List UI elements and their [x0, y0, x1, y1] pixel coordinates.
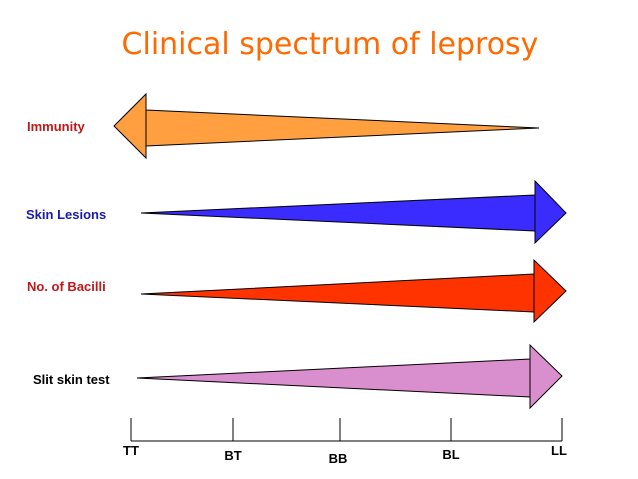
row-label-bacilli: No. of Bacilli — [27, 279, 106, 294]
row-label-skin-lesions: Skin Lesions — [26, 207, 106, 222]
scale-label-ll: LL — [551, 443, 567, 458]
immunity-arrow — [113, 92, 540, 160]
skin-lesions-arrow — [140, 179, 567, 245]
row-label-slit-skin-test: Slit skin test — [33, 372, 110, 387]
row-label-immunity: Immunity — [27, 119, 86, 134]
bacilli-arrow — [140, 258, 567, 324]
diagram-title: Clinical spectrum of leprosy — [122, 27, 539, 62]
scale-label-bb: BB — [329, 451, 348, 466]
scale-label-tt: TT — [123, 443, 139, 458]
scale-label-bl: BL — [442, 447, 459, 462]
slit-skin-test-arrow — [136, 343, 563, 410]
scale-label-bt: BT — [224, 448, 241, 463]
